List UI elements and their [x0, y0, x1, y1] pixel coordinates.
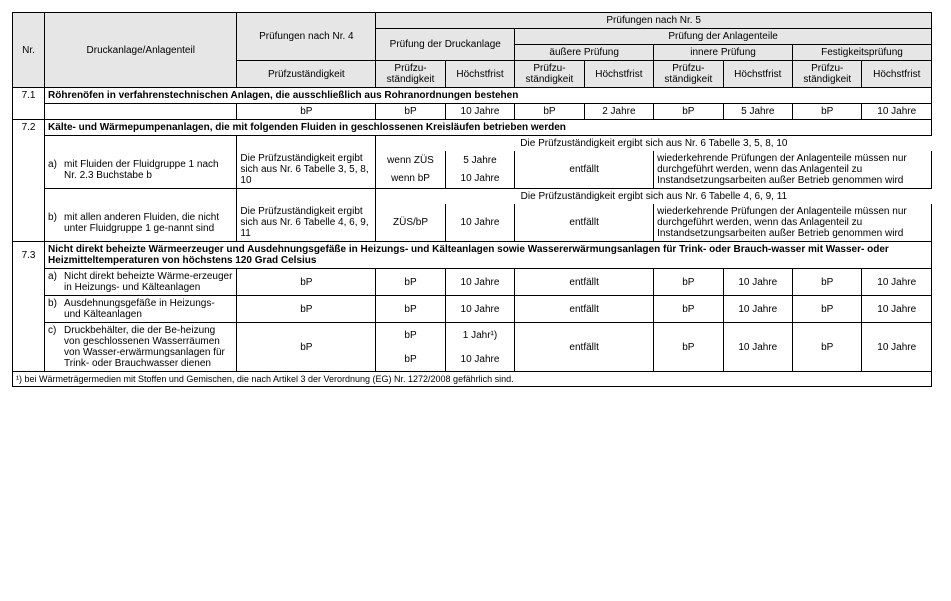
- cell: ZÜS/bP: [376, 204, 445, 242]
- entfaellt: entfällt: [515, 269, 654, 296]
- cell: bP: [237, 323, 376, 372]
- cell: bP: [654, 296, 723, 323]
- table-header: Nr. Druckanlage/Anlagenteil Prüfungen na…: [13, 13, 932, 88]
- cell: bP: [376, 104, 445, 120]
- cell: wenn bP: [376, 169, 445, 188]
- row-72a-1: a)mit Fluiden der Fluidgruppe 1 nach Nr.…: [13, 151, 932, 169]
- nr-73: 7.3: [13, 242, 45, 269]
- entfaellt: entfällt: [515, 151, 654, 189]
- col-aussen: äußere Prüfung: [515, 45, 654, 61]
- col-p4: Prüfungen nach Nr. 4: [237, 13, 376, 61]
- cell: bP: [654, 269, 723, 296]
- col-pzu: Prüfzu- ständigkeit: [793, 61, 862, 88]
- desc-73c: c)Druckbehälter, die der Be-heizung von …: [45, 323, 237, 372]
- note-72-1: Die Prüfzuständigkeit ergibt sich aus Nr…: [376, 136, 932, 152]
- cell: 1 Jahr¹): [445, 323, 514, 348]
- cell: 10 Jahre: [445, 204, 514, 242]
- entfaellt: entfällt: [515, 296, 654, 323]
- cell: bP: [793, 323, 862, 372]
- cell: bP: [237, 296, 376, 323]
- col-pzust: Prüfzuständigkeit: [237, 61, 376, 88]
- title-72: Kälte- und Wärmepumpenanlagen, die mit f…: [45, 120, 932, 136]
- entfaellt: entfällt: [515, 204, 654, 242]
- row-72b: b)mit allen anderen Fluiden, die nicht u…: [13, 204, 932, 242]
- col-p5: Prüfungen nach Nr. 5: [376, 13, 932, 29]
- cell: wenn ZÜS: [376, 151, 445, 169]
- cell: 10 Jahre: [862, 269, 932, 296]
- col-hf: Höchstfrist: [584, 61, 653, 88]
- cell: 5 Jahre: [723, 104, 792, 120]
- row-73b: b)Ausdehnungsgefäße in Heizungs- und Käl…: [13, 296, 932, 323]
- cell: bP: [376, 296, 445, 323]
- col-hf: Höchstfrist: [862, 61, 932, 88]
- col-pzu: Prüfzu- ständigkeit: [376, 61, 445, 88]
- cell: 10 Jahre: [723, 323, 792, 372]
- col-nr: Nr.: [13, 13, 45, 88]
- cell: bP: [793, 296, 862, 323]
- nr-72: 7.2: [13, 120, 45, 136]
- cell: bP: [654, 323, 723, 372]
- cell: 10 Jahre: [445, 296, 514, 323]
- cell: bP: [376, 269, 445, 296]
- col-pda: Prüfung der Druckanlage: [376, 29, 515, 61]
- col-pzu: Prüfzu- ständigkeit: [515, 61, 584, 88]
- cell: bP: [376, 323, 445, 348]
- cell: bP: [237, 269, 376, 296]
- cell: 10 Jahre: [723, 296, 792, 323]
- desc-72b: b)mit allen anderen Fluiden, die nicht u…: [45, 204, 237, 242]
- cell: bP: [793, 104, 862, 120]
- col-hf: Höchstfrist: [445, 61, 514, 88]
- entfaellt: entfällt: [515, 323, 654, 372]
- cell: bP: [237, 104, 376, 120]
- desc-73b: b)Ausdehnungsgefäße in Heizungs- und Käl…: [45, 296, 237, 323]
- col-anlage: Druckanlage/Anlagenteil: [45, 13, 237, 88]
- cell: bP: [793, 269, 862, 296]
- pruef-tabelle: Nr. Druckanlage/Anlagenteil Prüfungen na…: [12, 12, 932, 387]
- cell: bP: [515, 104, 584, 120]
- col-innen: innere Prüfung: [654, 45, 793, 61]
- desc-72a: a)mit Fluiden der Fluidgruppe 1 nach Nr.…: [45, 151, 237, 189]
- pz-72a: Die Prüfzuständigkeit ergibt sich aus Nr…: [237, 151, 376, 189]
- cell: 10 Jahre: [445, 269, 514, 296]
- cell: 10 Jahre: [445, 104, 514, 120]
- cell: 10 Jahre: [862, 296, 932, 323]
- cell: 10 Jahre: [862, 104, 932, 120]
- cell: 2 Jahre: [584, 104, 653, 120]
- cell: bP: [654, 104, 723, 120]
- nr-71: 7.1: [13, 88, 45, 104]
- row-73a: a)Nicht direkt beheizte Wärme-erzeuger i…: [13, 269, 932, 296]
- title-71: Röhrenöfen in verfahrenstechnischen Anla…: [45, 88, 932, 104]
- row-71: bP bP 10 Jahre bP 2 Jahre bP 5 Jahre bP …: [13, 104, 932, 120]
- footnote: ¹) bei Wärmeträgermedien mit Stoffen und…: [13, 372, 932, 387]
- title-73: Nicht direkt beheizte Wärmeerzeuger und …: [45, 242, 932, 269]
- cell: 10 Jahre: [445, 347, 514, 372]
- cell: 10 Jahre: [445, 169, 514, 188]
- wk-72a: wiederkehrende Prüfungen der Anlagenteil…: [654, 151, 932, 189]
- col-hf: Höchstfrist: [723, 61, 792, 88]
- pz-72b: Die Prüfzuständigkeit ergibt sich aus Nr…: [237, 204, 376, 242]
- desc-73a: a)Nicht direkt beheizte Wärme-erzeuger i…: [45, 269, 237, 296]
- col-pat: Prüfung der Anlagenteile: [515, 29, 932, 45]
- note-72-2: Die Prüfzuständigkeit ergibt sich aus Nr…: [376, 189, 932, 205]
- cell: 5 Jahre: [445, 151, 514, 169]
- col-fest: Festigkeitsprüfung: [793, 45, 932, 61]
- cell: bP: [376, 347, 445, 372]
- cell: 10 Jahre: [723, 269, 792, 296]
- row-73c-1: c)Druckbehälter, die der Be-heizung von …: [13, 323, 932, 348]
- col-pzu: Prüfzu- ständigkeit: [654, 61, 723, 88]
- wk-72b: wiederkehrende Prüfungen der Anlagenteil…: [654, 204, 932, 242]
- cell: 10 Jahre: [862, 323, 932, 372]
